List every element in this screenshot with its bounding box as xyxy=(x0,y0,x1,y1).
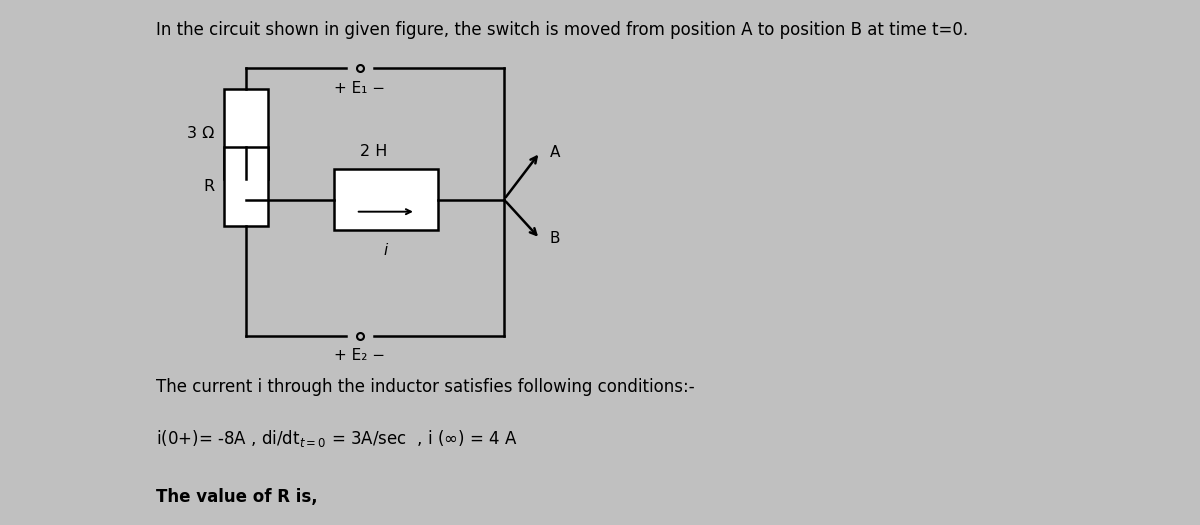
Text: The value of R is,: The value of R is, xyxy=(156,488,318,506)
Text: + E₂ −: + E₂ − xyxy=(335,348,385,363)
Text: R: R xyxy=(204,179,215,194)
Text: B: B xyxy=(550,232,560,246)
Text: 3 Ω: 3 Ω xyxy=(187,127,215,141)
Text: + E₁ −: + E₁ − xyxy=(335,81,385,97)
Text: The current i through the inductor satisfies following conditions:-: The current i through the inductor satis… xyxy=(156,378,695,396)
Text: i(0+)= -8A , di/dt$_{t=0}$ = 3A/sec  , i ($\infty$) = 4 A: i(0+)= -8A , di/dt$_{t=0}$ = 3A/sec , i … xyxy=(156,428,517,449)
Bar xyxy=(224,147,268,226)
Text: 2 H: 2 H xyxy=(360,143,388,159)
Bar xyxy=(334,169,438,230)
Text: A: A xyxy=(550,145,560,160)
Bar xyxy=(224,89,268,178)
Text: i: i xyxy=(384,243,388,258)
Text: In the circuit shown in given figure, the switch is moved from position A to pos: In the circuit shown in given figure, th… xyxy=(156,21,968,39)
